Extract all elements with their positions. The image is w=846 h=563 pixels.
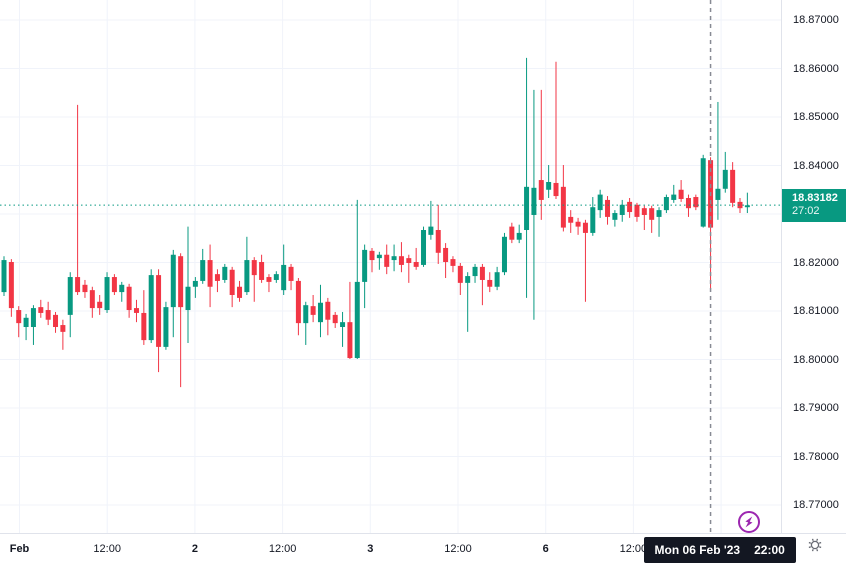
price-axis-label: 18.84000 [793, 159, 839, 172]
price-axis-label: 18.79000 [793, 402, 839, 414]
time-axis-label: Feb [9, 543, 30, 555]
last-price-value: 18.83182 [792, 192, 838, 205]
crosshair-time-tooltip: Mon 06 Feb '23 22:00 [643, 537, 796, 563]
price-axis-label: 18.86000 [793, 62, 839, 75]
price-axis[interactable]: 18.87000 18.86000 18.85000 18.84000 18.82000… [781, 0, 846, 533]
time-axis-label: 2 [191, 543, 198, 555]
grid [0, 0, 781, 533]
time-axis-label: 12:00 [619, 543, 648, 555]
candlestick-series [1, 57, 750, 388]
axis-settings-button[interactable] [806, 536, 824, 554]
time-axis-label: 12:00 [268, 543, 297, 555]
time-axis-label: 12:00 [93, 543, 121, 555]
time-axis-label: 12:00 [444, 543, 472, 555]
lightning-marker[interactable] [736, 509, 762, 540]
price-axis-label: 18.82000 [793, 256, 839, 269]
time-axis-label: 6 [542, 543, 549, 555]
tooltip-date: Mon 06 Feb '23 [654, 543, 741, 557]
price-axis-label: 18.77000 [793, 499, 839, 511]
tooltip-time: 22:00 [754, 543, 785, 557]
price-axis-label: 18.85000 [793, 111, 839, 123]
lightning-icon [738, 511, 760, 533]
gear-icon [808, 538, 822, 552]
last-price-badge: 18.83182 27:02 [782, 189, 846, 223]
time-axis-label: 3 [367, 543, 374, 555]
bar-countdown: 27:02 [792, 205, 820, 218]
price-axis-label: 18.81000 [793, 305, 839, 317]
price-axis-label: 18.78000 [793, 450, 839, 463]
price-axis-label: 18.80000 [793, 353, 839, 366]
price-axis-label: 18.87000 [793, 14, 839, 26]
